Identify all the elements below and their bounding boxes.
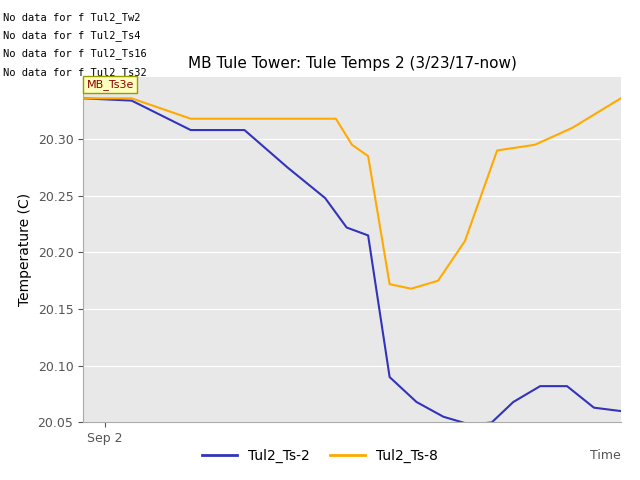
Text: No data for f Tul2_Ts16: No data for f Tul2_Ts16: [3, 48, 147, 60]
Text: Time: Time: [590, 449, 621, 462]
Text: No data for f Tul2_Ts4: No data for f Tul2_Ts4: [3, 30, 141, 41]
Y-axis label: Temperature (C): Temperature (C): [18, 193, 32, 306]
Text: MB_Ts3e: MB_Ts3e: [86, 79, 134, 90]
Legend: Tul2_Ts-2, Tul2_Ts-8: Tul2_Ts-2, Tul2_Ts-8: [196, 443, 444, 468]
Text: No data for f Tul2_Tw2: No data for f Tul2_Tw2: [3, 12, 141, 23]
Text: No data for f Tul2_Ts32: No data for f Tul2_Ts32: [3, 67, 147, 78]
Title: MB Tule Tower: Tule Temps 2 (3/23/17-now): MB Tule Tower: Tule Temps 2 (3/23/17-now…: [188, 57, 516, 72]
